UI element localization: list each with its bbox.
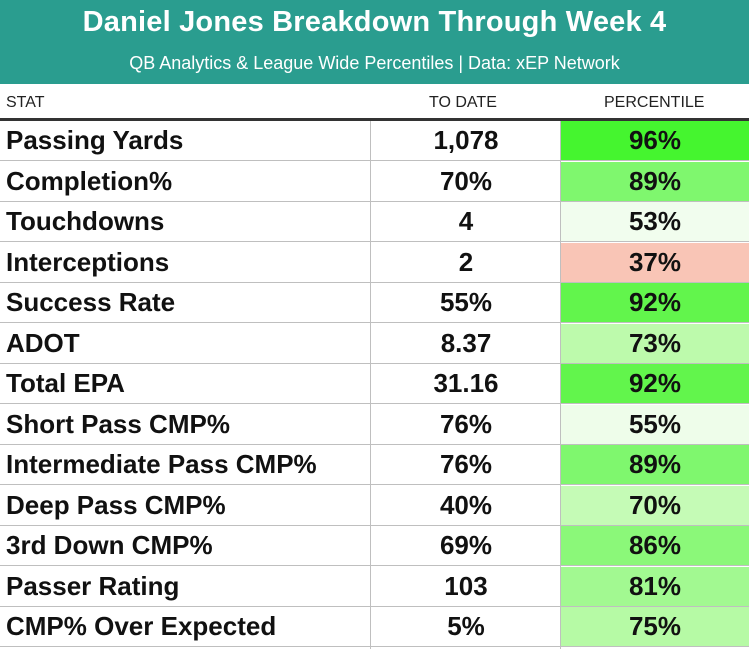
page-subtitle: QB Analytics & League Wide Percentiles |…	[129, 53, 620, 73]
to-date-value: 70%	[439, 165, 493, 196]
stat-name: Total EPA	[6, 368, 125, 398]
stat-name: Interceptions	[6, 246, 170, 277]
to-date-value: 76%	[439, 408, 493, 439]
table-row: CMP% Over Expected 5% 75%	[0, 607, 749, 647]
to-date-value: 8.37	[440, 327, 492, 358]
column-divider	[560, 121, 561, 649]
to-date-value: 55%	[439, 287, 493, 317]
stat-name: 3rd Down CMP%	[6, 530, 213, 560]
to-date-value: 5%	[447, 611, 485, 641]
table-row: Passing Yards 1,078 96%	[0, 121, 749, 161]
percentile-value: 96%	[561, 121, 749, 160]
stat-name: Success Rate	[6, 287, 176, 317]
stat-name: ADOT	[6, 327, 80, 358]
to-date-value: 1,078	[433, 125, 499, 155]
table-row: Touchdowns 4 53%	[0, 202, 749, 242]
stat-name: Passer Rating	[6, 570, 180, 601]
percentile-value: 89%	[561, 445, 749, 484]
stat-name: Short Pass CMP%	[6, 408, 230, 439]
page-title: Daniel Jones Breakdown Through Week 4	[82, 6, 667, 38]
percentile-value: 37%	[561, 242, 749, 282]
stat-name: CMP% Over Expected	[6, 611, 277, 641]
to-date-value: 76%	[439, 449, 493, 479]
column-divider	[370, 121, 371, 649]
header-banner: Daniel Jones Breakdown Through Week 4 QB…	[0, 0, 749, 84]
percentile-value: 92%	[561, 364, 749, 403]
header-divider	[0, 118, 749, 121]
table-row: Total EPA 31.16 92%	[0, 364, 749, 404]
column-header-to-date: TO DATE	[429, 94, 497, 111]
column-header-stat: STAT	[6, 94, 45, 111]
to-date-value: 2	[458, 246, 474, 277]
table-row: Deep Pass CMP% 40% 70%	[0, 485, 749, 526]
table-row: 3rd Down CMP% 69% 86%	[0, 526, 749, 566]
column-header-percentile: PERCENTILE	[604, 94, 705, 111]
percentile-value: 70%	[561, 485, 749, 525]
stat-name: Deep Pass CMP%	[6, 489, 226, 520]
stat-name: Touchdowns	[6, 206, 165, 236]
stat-name: Passing Yards	[6, 125, 184, 155]
to-date-value: 40%	[439, 489, 493, 520]
percentile-value: 75%	[561, 607, 749, 646]
table-row: Short Pass CMP% 76% 55%	[0, 404, 749, 445]
percentile-value: 86%	[561, 526, 749, 565]
table-row: Intermediate Pass CMP% 76% 89%	[0, 445, 749, 485]
table-row: Interceptions 2 37%	[0, 242, 749, 283]
to-date-value: 103	[444, 570, 488, 601]
table-row: Completion% 70% 89%	[0, 161, 749, 202]
percentile-value: 89%	[561, 161, 749, 201]
to-date-value: 69%	[439, 530, 493, 560]
percentile-value: 55%	[561, 404, 749, 444]
stat-name: Completion%	[6, 165, 173, 196]
percentile-value: 73%	[561, 323, 749, 363]
percentile-value: 92%	[561, 283, 749, 322]
column-header-row: STAT TO DATE PERCENTILE	[0, 84, 749, 118]
table-row: Passer Rating 103 81%	[0, 566, 749, 607]
percentile-value: 53%	[561, 202, 749, 241]
table-row: Success Rate 55% 92%	[0, 283, 749, 323]
percentile-value: 81%	[561, 566, 749, 606]
stat-name: Intermediate Pass CMP%	[6, 449, 317, 479]
to-date-value: 4	[458, 206, 474, 236]
table-row: ADOT 8.37 73%	[0, 323, 749, 364]
to-date-value: 31.16	[433, 368, 499, 398]
